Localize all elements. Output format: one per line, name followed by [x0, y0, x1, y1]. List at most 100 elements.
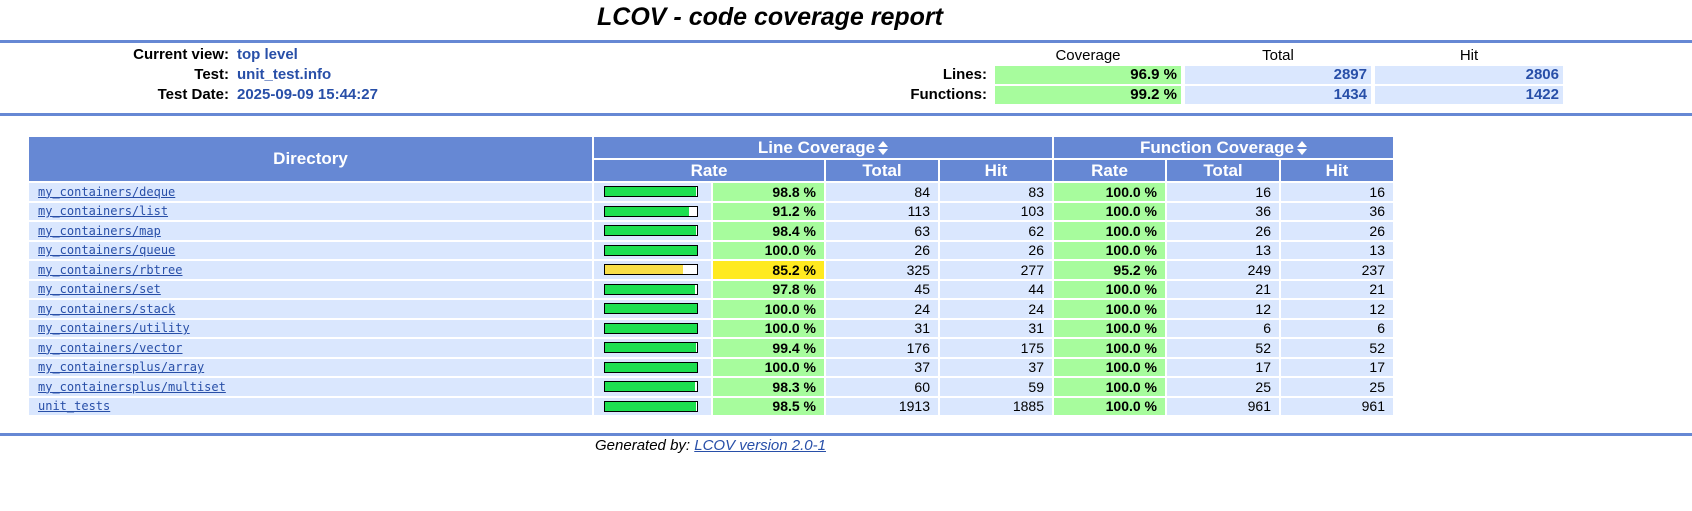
table-row: my_containers/rbtree 85.2 % 325 277 95.2 % 24… [29, 261, 1393, 279]
directory-cell: unit_tests [29, 397, 592, 415]
coverage-bar-fill [605, 187, 696, 197]
line-hit-cell: 31 [940, 319, 1052, 337]
line-hit-cell: 62 [940, 222, 1052, 240]
footer: Generated by: LCOV version 2.0-1 [0, 437, 1421, 454]
function-total-cell: 26 [1167, 222, 1279, 240]
summary-functions-label: Functions: [910, 86, 987, 103]
function-total-cell: 36 [1167, 202, 1279, 220]
line-total-cell: 113 [826, 202, 938, 220]
summary-functions-total: 1434 [1185, 86, 1371, 104]
line-rate-cell: 98.3 % [713, 378, 824, 396]
col-directory-header[interactable]: Directory [29, 137, 592, 181]
line-rate-cell: 100.0 % [713, 241, 824, 259]
coverage-bar-cell [594, 261, 711, 279]
function-hit-cell: 25 [1281, 378, 1393, 396]
directory-cell: my_containers/map [29, 222, 592, 240]
function-rate-cell: 100.0 % [1054, 397, 1165, 415]
function-total-cell: 6 [1167, 319, 1279, 337]
directory-table: Directory Line Coverage Function Coverag… [27, 135, 1395, 417]
col-line-hit-header: Hit [940, 160, 1052, 181]
summary-functions-hit: 1422 [1375, 86, 1563, 104]
coverage-bar-cell [594, 183, 711, 201]
directory-table-body: my_containers/deque 98.8 % 84 83 100.0 % 16 16… [29, 183, 1393, 415]
coverage-bar-cell [594, 300, 711, 318]
header-bottom-divider [0, 113, 1692, 116]
footer-prefix: Generated by: [595, 437, 691, 454]
line-total-cell: 45 [826, 280, 938, 298]
summary-functions-coverage: 99.2 % [995, 86, 1181, 104]
directory-link[interactable]: my_containers/stack [38, 301, 176, 316]
function-hit-cell: 13 [1281, 241, 1393, 259]
col-line-coverage-header[interactable]: Line Coverage [594, 137, 1052, 158]
sort-icon[interactable] [878, 141, 889, 156]
directory-cell: my_containers/rbtree [29, 261, 592, 279]
col-line-rate-header: Rate [594, 160, 824, 181]
line-total-cell: 84 [826, 183, 938, 201]
function-hit-cell: 52 [1281, 339, 1393, 357]
directory-link[interactable]: my_containers/utility [38, 321, 190, 336]
col-func-total-header: Total [1167, 160, 1279, 181]
line-rate-cell: 98.5 % [713, 397, 824, 415]
directory-cell: my_containersplus/array [29, 358, 592, 376]
function-rate-cell: 100.0 % [1054, 358, 1165, 376]
line-rate-cell: 100.0 % [713, 300, 824, 318]
directory-cell: my_containers/list [29, 202, 592, 220]
directory-link[interactable]: my_containers/deque [38, 184, 176, 199]
line-total-cell: 37 [826, 358, 938, 376]
test-label: Test: [194, 66, 229, 83]
table-row: my_containers/vector 99.4 % 176 175 100.0 % 5… [29, 339, 1393, 357]
line-total-cell: 31 [826, 319, 938, 337]
test-value: unit_test.info [237, 66, 332, 83]
summary-lines-label: Lines: [942, 66, 987, 83]
directory-link[interactable]: my_containers/map [38, 223, 161, 238]
function-total-cell: 249 [1167, 261, 1279, 279]
line-rate-cell: 98.4 % [713, 222, 824, 240]
coverage-bar [604, 303, 698, 315]
line-total-cell: 325 [826, 261, 938, 279]
table-row: my_containers/set 97.8 % 45 44 100.0 % 21 21 [29, 280, 1393, 298]
col-function-coverage-header[interactable]: Function Coverage [1054, 137, 1393, 158]
directory-link[interactable]: my_containers/queue [38, 243, 176, 258]
table-row: my_containers/queue 100.0 % 26 26 100.0 % 13 1… [29, 241, 1393, 259]
coverage-bar-cell [594, 358, 711, 376]
directory-link[interactable]: my_containersplus/array [38, 360, 205, 375]
table-row: my_containers/list 91.2 % 113 103 100.0 % 36 3… [29, 202, 1393, 220]
function-hit-cell: 36 [1281, 202, 1393, 220]
coverage-bar [604, 381, 698, 393]
directory-cell: my_containers/vector [29, 339, 592, 357]
directory-link[interactable]: my_containers/vector [38, 340, 183, 355]
function-total-cell: 25 [1167, 378, 1279, 396]
line-hit-cell: 26 [940, 241, 1052, 259]
coverage-bar-fill [605, 206, 689, 216]
function-rate-cell: 100.0 % [1054, 378, 1165, 396]
directory-cell: my_containers/utility [29, 319, 592, 337]
line-hit-cell: 1885 [940, 397, 1052, 415]
directory-link[interactable]: my_containersplus/multiset [38, 379, 226, 394]
coverage-bar [604, 322, 698, 334]
function-hit-cell: 26 [1281, 222, 1393, 240]
coverage-bar-fill [605, 323, 697, 333]
lcov-version-link[interactable]: LCOV version 2.0-1 [694, 437, 826, 454]
summary-lines-total: 2897 [1185, 66, 1371, 84]
function-rate-cell: 100.0 % [1054, 339, 1165, 357]
directory-link[interactable]: my_containers/list [38, 204, 169, 219]
function-hit-cell: 17 [1281, 358, 1393, 376]
directory-link[interactable]: my_containers/rbtree [38, 262, 183, 277]
table-row: unit_tests 98.5 % 1913 1885 100.0 % 961 961 [29, 397, 1393, 415]
function-rate-cell: 100.0 % [1054, 222, 1165, 240]
coverage-bar-fill [605, 245, 697, 255]
coverage-bar [604, 264, 698, 276]
coverage-bar-fill [605, 362, 697, 372]
function-total-cell: 13 [1167, 241, 1279, 259]
function-rate-cell: 100.0 % [1054, 319, 1165, 337]
coverage-bar-fill [605, 226, 696, 236]
table-row: my_containers/deque 98.8 % 84 83 100.0 % 16 16 [29, 183, 1393, 201]
function-rate-cell: 100.0 % [1054, 280, 1165, 298]
test-date-value: 2025-09-09 15:44:27 [237, 86, 378, 103]
directory-cell: my_containersplus/multiset [29, 378, 592, 396]
function-hit-cell: 961 [1281, 397, 1393, 415]
directory-link[interactable]: unit_tests [38, 399, 111, 414]
sort-icon[interactable] [1296, 141, 1307, 156]
directory-link[interactable]: my_containers/set [38, 282, 161, 297]
coverage-bar-fill [605, 382, 696, 392]
